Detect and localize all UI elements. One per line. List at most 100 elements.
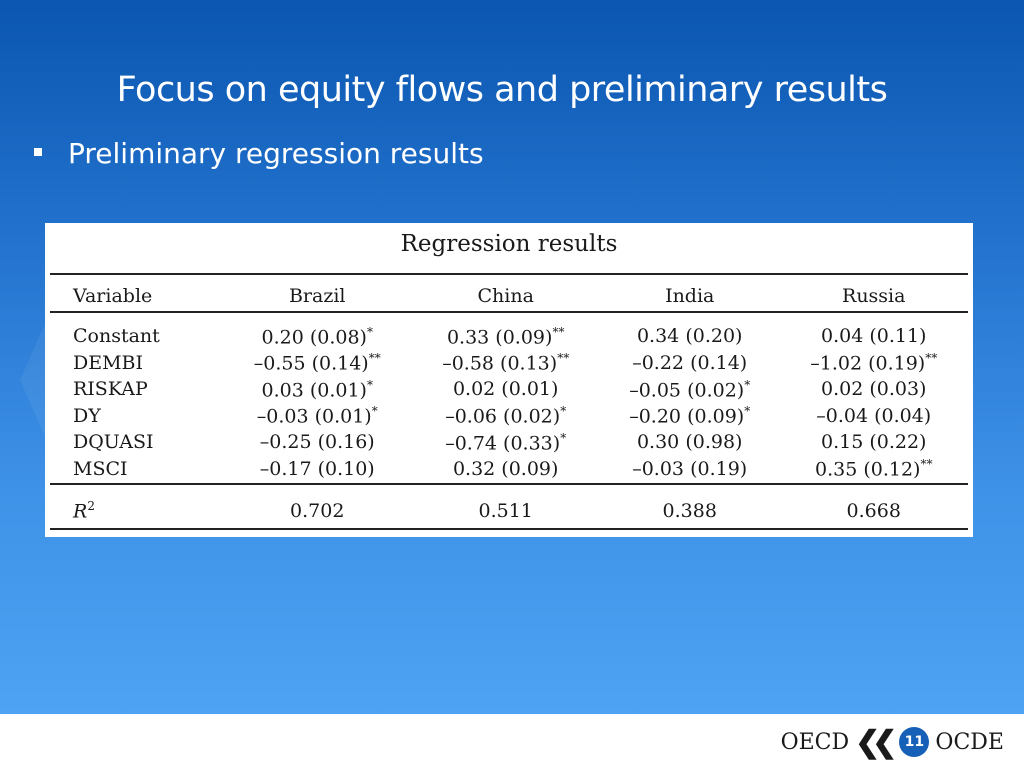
oecd-chevron-logo-icon: ❮❮	[855, 724, 897, 760]
coefficient-value: –0.03 (0.19)	[632, 457, 748, 480]
coefficient-value: –0.06 (0.02)	[445, 405, 561, 428]
significance-stars: **	[368, 351, 381, 366]
table-row: DQUASI –0.25 (0.16) –0.74 (0.33)* 0.30 (0.9…	[50, 429, 968, 456]
regression-table: Variable Brazil China India Russia Const…	[50, 281, 968, 526]
coefficient-value: 0.34 (0.20)	[636, 325, 743, 348]
coefficient-cell: 0.32 (0.09)	[411, 456, 599, 483]
spacer-cell	[50, 311, 968, 323]
table-header-rule	[50, 311, 968, 313]
coefficient-value: –0.22 (0.14)	[632, 351, 748, 374]
coefficient-value: 0.02 (0.01)	[452, 378, 559, 401]
coefficient-cell: 0.35 (0.12)**	[780, 456, 969, 483]
r-squared-value: 0.702	[290, 500, 345, 522]
coefficient-cell: 0.04 (0.11)	[780, 323, 969, 350]
variable-cell: DQUASI	[73, 431, 154, 454]
r-squared-exponent: 2	[87, 499, 95, 514]
table-row: RISKAP 0.03 (0.01)* 0.02 (0.01) –0.05 (0.02…	[50, 376, 968, 403]
coefficient-value: –0.58 (0.13)	[442, 352, 558, 375]
coefficient-cell: –0.17 (0.10)	[223, 456, 411, 483]
table-bottom-rule	[50, 528, 968, 530]
table-body-rule	[50, 483, 968, 485]
significance-stars: **	[552, 324, 565, 339]
coefficient-cell: 0.30 (0.98)	[600, 429, 780, 456]
coefficient-value: –0.55 (0.14)	[253, 352, 369, 375]
coefficient-value: –0.74 (0.33)	[445, 431, 561, 454]
coefficient-cell: –0.03 (0.19)	[600, 456, 780, 483]
coefficient-cell: 0.33 (0.09)**	[411, 323, 599, 350]
column-header: India	[665, 285, 715, 307]
coefficient-value: 0.32 (0.09)	[452, 457, 559, 480]
logo-text-right: OCDE	[935, 729, 1004, 755]
spacer-row	[50, 311, 968, 323]
coefficient-cell: –0.74 (0.33)*	[411, 429, 599, 456]
footer-bar: OECD ❮❮ 11 OCDE	[0, 714, 1024, 768]
significance-stars: **	[557, 351, 570, 366]
spacer-row	[50, 482, 968, 496]
logo-text-left: OECD	[780, 729, 850, 755]
oecd-logo: OECD ❮❮ 11 OCDE	[780, 724, 1004, 760]
significance-stars: *	[744, 377, 751, 392]
table-row: DY –0.03 (0.01)* –0.06 (0.02)* –0.20 (0.09)…	[50, 403, 968, 430]
coefficient-value: 0.03 (0.01)	[261, 378, 367, 401]
variable-cell: DEMBI	[73, 351, 144, 374]
coefficient-value: –0.20 (0.09)	[629, 405, 745, 428]
coefficient-cell: –0.55 (0.14)**	[223, 350, 411, 377]
slide-title: Focus on equity flows and preliminary re…	[116, 70, 888, 110]
r-squared-value: 0.388	[662, 500, 717, 522]
coefficient-cell: –0.06 (0.02)*	[411, 403, 599, 430]
bullet-item: Preliminary regression results	[34, 137, 484, 170]
coefficient-value: –0.04 (0.04)	[816, 404, 932, 427]
coefficient-value: 0.15 (0.22)	[821, 431, 927, 454]
significance-stars: *	[371, 404, 378, 419]
coefficient-cell: –0.03 (0.01)*	[223, 403, 411, 430]
table-row: Constant 0.20 (0.08)* 0.33 (0.09)** 0.34 (0…	[50, 323, 968, 350]
coefficient-value: –0.03 (0.01)	[256, 405, 372, 428]
coefficient-cell: –0.05 (0.02)*	[600, 376, 780, 403]
coefficient-value: –0.05 (0.02)	[629, 378, 745, 401]
significance-stars: *	[744, 404, 751, 419]
coefficient-cell: –0.22 (0.14)	[600, 350, 780, 377]
coefficient-cell: 0.20 (0.08)*	[223, 323, 411, 350]
significance-stars: *	[366, 377, 373, 392]
coefficient-value: 0.02 (0.03)	[821, 378, 927, 401]
significance-stars: *	[560, 430, 567, 445]
column-header: Russia	[842, 285, 906, 307]
variable-cell: Constant	[73, 325, 160, 348]
coefficient-value: –0.17 (0.10)	[259, 457, 375, 480]
r-squared-value: 0.668	[846, 500, 901, 522]
significance-stars: **	[925, 351, 938, 366]
column-header: Variable	[73, 285, 153, 307]
coefficient-cell: –0.04 (0.04)	[780, 403, 969, 430]
column-header: China	[477, 285, 534, 307]
coefficient-cell: –0.20 (0.09)*	[600, 403, 780, 430]
coefficient-cell: 0.34 (0.20)	[600, 323, 780, 350]
significance-stars: *	[366, 324, 373, 339]
coefficient-value: 0.35 (0.12)	[815, 458, 921, 481]
regression-table-panel: Regression results Variable Brazil China…	[45, 223, 973, 537]
bullet-text: Preliminary regression results	[68, 137, 484, 170]
table-row: MSCI –0.17 (0.10) 0.32 (0.09) –0.03 (0.19) 0…	[50, 456, 968, 483]
coefficient-cell: –1.02 (0.19)**	[780, 350, 969, 377]
table-body: Constant 0.20 (0.08)* 0.33 (0.09)** 0.34 (0…	[50, 311, 968, 526]
r-squared-symbol: R	[73, 500, 88, 523]
coefficient-cell: 0.02 (0.03)	[780, 376, 969, 403]
significance-stars: *	[560, 404, 567, 419]
page-number-badge: 11	[899, 727, 930, 757]
variable-cell: MSCI	[73, 457, 128, 480]
table-top-rule	[50, 273, 968, 275]
coefficient-cell: 0.15 (0.22)	[780, 429, 969, 456]
table-caption: Regression results	[400, 231, 618, 257]
spacer-cell	[50, 482, 968, 496]
table-header-row: Variable Brazil China India Russia	[50, 281, 968, 311]
coefficient-value: 0.20 (0.08)	[261, 325, 367, 348]
coefficient-cell: 0.03 (0.01)*	[223, 376, 411, 403]
square-bullet-icon	[34, 148, 42, 156]
variable-cell: DY	[73, 404, 101, 427]
coefficient-cell: 0.02 (0.01)	[411, 376, 599, 403]
coefficient-cell: –0.25 (0.16)	[223, 429, 411, 456]
coefficient-value: 0.04 (0.11)	[821, 325, 927, 348]
coefficient-value: 0.33 (0.09)	[446, 325, 553, 348]
slide-background: Focus on equity flows and preliminary re…	[0, 0, 1024, 714]
r-squared-value: 0.511	[478, 500, 533, 522]
table-row: DEMBI –0.55 (0.14)** –0.58 (0.13)** –0.22 (…	[50, 350, 968, 377]
